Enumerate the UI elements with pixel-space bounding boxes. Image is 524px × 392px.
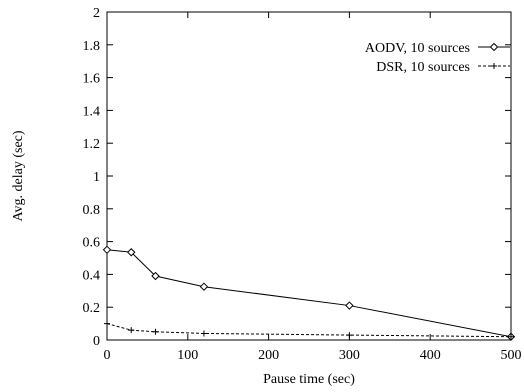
aodv-marker bbox=[489, 42, 499, 52]
dsr-marker bbox=[491, 63, 497, 69]
dsr-marker bbox=[200, 330, 207, 337]
legend: AODV, 10 sources DSR, 10 sources bbox=[365, 41, 510, 75]
x-tick-label: 300 bbox=[339, 348, 360, 363]
axis-ticks: 0 100 200 300 400 500 0 0.2 0.4 0.6 0.8 1 1.2 1.4 1.6 1… bbox=[83, 6, 522, 363]
x-tick-label: 200 bbox=[258, 348, 279, 363]
y-tick-label: 0 bbox=[93, 334, 100, 349]
y-tick-label: 1.4 bbox=[83, 104, 101, 119]
aodv-marker bbox=[102, 245, 112, 255]
y-tick-label: 0.8 bbox=[83, 203, 101, 218]
x-axis-label: Pause time (sec) bbox=[263, 372, 355, 387]
x-tick-label: 0 bbox=[104, 348, 111, 363]
dsr-marker bbox=[104, 320, 110, 327]
aodv-marker bbox=[127, 248, 136, 257]
dsr-marker bbox=[128, 327, 135, 334]
y-tick-label: 2 bbox=[93, 6, 100, 21]
dsr-line bbox=[106, 323, 512, 338]
dsr-marker bbox=[152, 328, 159, 335]
dsr-marker bbox=[346, 332, 353, 339]
y-tick-label: 0.4 bbox=[83, 268, 101, 283]
aodv-marker bbox=[345, 301, 354, 310]
legend-label-aodv: AODV, 10 sources bbox=[365, 41, 470, 56]
legend-label-dsr: DSR, 10 sources bbox=[376, 60, 470, 75]
y-axis-label: Avg. delay (sec) bbox=[11, 130, 26, 221]
x-tick-label: 400 bbox=[420, 348, 441, 363]
y-tick-label: 1.8 bbox=[83, 39, 101, 54]
aodv-marker bbox=[199, 282, 209, 291]
series-group bbox=[102, 245, 516, 341]
y-tick-label: 0.6 bbox=[83, 236, 101, 251]
x-tick-label: 500 bbox=[501, 348, 522, 363]
y-tick-label: 0.2 bbox=[83, 301, 101, 316]
y-tick-label: 1.6 bbox=[83, 72, 101, 87]
aodv-marker bbox=[151, 271, 160, 281]
aodv-line bbox=[106, 249, 512, 338]
dsr-marker bbox=[508, 333, 514, 340]
x-tick-label: 100 bbox=[177, 348, 198, 363]
y-tick-label: 1.2 bbox=[83, 137, 101, 152]
y-tick-label: 1 bbox=[93, 170, 100, 185]
